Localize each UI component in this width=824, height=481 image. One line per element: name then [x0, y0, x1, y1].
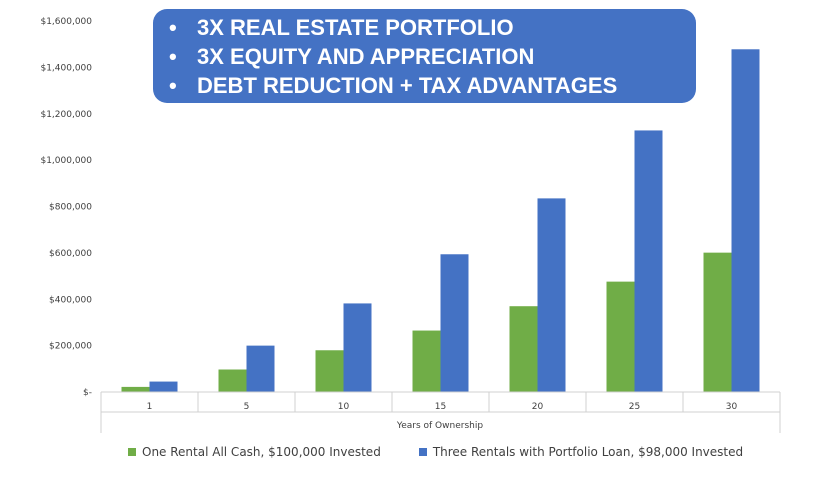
bar-all-cash [218, 369, 247, 392]
legend-label: Three Rentals with Portfolio Loan, $98,0… [432, 445, 744, 459]
bar-all-cash [606, 281, 635, 392]
x-tick-label: 15 [435, 402, 446, 412]
bar-all-cash [121, 386, 150, 392]
bar-all-cash [412, 330, 441, 392]
bar-portfolio-loan [149, 381, 178, 392]
banner-line: • DEBT REDUCTION + TAX ADVANTAGES [169, 71, 696, 100]
banner-line-text: 3X REAL ESTATE PORTFOLIO [197, 15, 514, 40]
bars [121, 49, 760, 392]
y-tick-label: $1,600,000 [40, 17, 92, 27]
y-tick-label: $400,000 [49, 295, 92, 305]
legend-item-all-cash: One Rental All Cash, $100,000 Invested [128, 445, 381, 459]
bar-all-cash [315, 350, 344, 392]
x-axis-label: Years of Ownership [396, 421, 483, 431]
y-tick-label: $200,000 [49, 342, 92, 352]
x-tick-label: 25 [629, 402, 640, 412]
x-tick-label: 30 [726, 402, 738, 412]
bar-all-cash [703, 252, 732, 392]
bar-portfolio-loan [246, 345, 275, 392]
y-tick-label: $800,000 [49, 203, 92, 213]
headline-banner: • 3X REAL ESTATE PORTFOLIO • 3X EQUITY AND… [153, 9, 696, 103]
banner-line: • 3X REAL ESTATE PORTFOLIO [169, 13, 696, 42]
x-tick-label: 1 [147, 402, 153, 412]
y-tick-label: $- [83, 388, 92, 398]
bullet-icon: • [169, 15, 177, 40]
y-axis: $- $200,000 $400,000 $600,000 $800,000 $1,000… [40, 17, 92, 398]
x-tick-label: 10 [338, 402, 350, 412]
bar-portfolio-loan [537, 198, 566, 392]
bar-portfolio-loan [440, 254, 469, 392]
banner-line-text: DEBT REDUCTION + TAX ADVANTAGES [197, 73, 618, 98]
x-axis: 1 5 10 15 20 25 30 [100, 391, 781, 433]
legend-item-portfolio-loan: Three Rentals with Portfolio Loan, $98,0… [418, 445, 744, 459]
bullet-icon: • [169, 73, 177, 98]
y-tick-label: $1,400,000 [40, 63, 92, 73]
bar-portfolio-loan [634, 130, 663, 392]
banner-line: • 3X EQUITY AND APPRECIATION [169, 42, 696, 71]
legend-swatch [128, 448, 136, 456]
x-tick-label: 5 [244, 402, 250, 412]
bullet-icon: • [169, 44, 177, 69]
y-tick-label: $1,000,000 [40, 156, 92, 166]
bar-all-cash [509, 306, 538, 392]
bar-portfolio-loan [731, 49, 760, 392]
banner-line-text: 3X EQUITY AND APPRECIATION [197, 44, 535, 69]
legend: One Rental All Cash, $100,000 Invested T… [128, 443, 781, 461]
x-tick-label: 20 [532, 402, 544, 412]
legend-label: One Rental All Cash, $100,000 Invested [142, 445, 381, 459]
bar-portfolio-loan [343, 303, 372, 392]
legend-swatch [418, 448, 427, 456]
y-tick-label: $1,200,000 [40, 110, 92, 120]
y-tick-label: $600,000 [49, 249, 92, 259]
